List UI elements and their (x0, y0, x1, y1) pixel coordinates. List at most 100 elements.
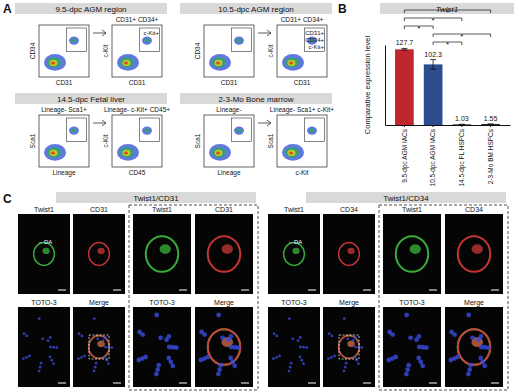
nucleus (39, 366, 42, 369)
scale-bar (308, 290, 316, 291)
nucleus (218, 363, 223, 368)
nucleus (343, 370, 346, 373)
data-label: 102.3 (424, 51, 442, 58)
nucleus (107, 362, 110, 365)
x-axis-label: Lineage (217, 169, 241, 177)
x-tick: 10.5-dpc AGM IACs (429, 125, 437, 186)
density-blob (50, 150, 58, 156)
micrograph (133, 214, 191, 294)
density-blob (117, 144, 139, 161)
figure: ABC9.5-dpc AGM regionCD34CD31CD31+ CD34+… (0, 0, 520, 391)
gate-arrow (93, 120, 106, 126)
vessel (89, 336, 110, 359)
channel-label: Merge (339, 299, 359, 307)
gate-label: c-Kit+ (308, 44, 324, 50)
micrograph (383, 214, 441, 294)
nucleus (50, 359, 53, 362)
bars (395, 48, 500, 125)
vessel (146, 236, 178, 272)
plot-title: Lineage- c-Kit+ CD45+ (104, 106, 170, 114)
flow-plot: CD31+ CD34+c-KitCD31c-Kit+ (102, 16, 162, 86)
group-title: 10.5-dpc AGM region (218, 5, 294, 14)
scale-bar (363, 383, 371, 384)
significance-label: * (446, 8, 449, 17)
bar (481, 124, 500, 125)
vessel (458, 329, 490, 365)
density-blob (216, 61, 220, 64)
nucleus (360, 346, 363, 349)
density-blob (123, 60, 131, 66)
channel-label: Merge (89, 299, 109, 307)
density-blob (124, 61, 128, 64)
nucleus (289, 366, 292, 369)
density-blob (51, 151, 55, 154)
channel-label: TOTO-3 (149, 299, 175, 306)
density-blob (72, 39, 77, 43)
group-title: 9.5-dpc AGM region (55, 5, 126, 14)
error-bar (401, 48, 407, 50)
scale-bar (363, 290, 371, 291)
flow-group: 9.5-dpc AGM regionCD34CD31CD31+ CD34+c-K… (15, 3, 167, 86)
plot-title: CD31+ CD34+ (281, 16, 324, 23)
scale-bar (429, 383, 437, 384)
plot-title: Lineage- (216, 106, 241, 114)
nucleus (40, 362, 43, 365)
nucleus (77, 357, 80, 360)
nucleus (83, 354, 86, 357)
gate (305, 118, 325, 141)
nucleus (167, 334, 172, 339)
micrograph (195, 307, 253, 387)
vessel (284, 243, 305, 266)
flow-plot: CD34CD31 (194, 25, 271, 86)
cell-cluster (347, 248, 354, 254)
scale-bar (491, 290, 499, 291)
micrograph (18, 214, 70, 294)
nucleus (404, 313, 409, 318)
nucleus (327, 357, 330, 360)
vessel (208, 236, 240, 272)
x-axis-label: c-Kit (296, 169, 309, 176)
y-axis-label: Sca1 (267, 133, 274, 148)
x-tick: 9.5-dpc AGM IACs (401, 125, 409, 183)
channel-label: Twist1 (34, 206, 54, 213)
panel-label: A (3, 2, 12, 16)
density-blob (288, 60, 296, 66)
channel-label: TOTO-3 (31, 299, 57, 306)
nucleus (275, 356, 278, 359)
nucleus (107, 346, 110, 349)
scale-bar (179, 383, 187, 384)
nucleus (198, 358, 203, 363)
nucleus (300, 359, 303, 362)
x-tick-label: 10.5-dpc AGM IACs (429, 128, 437, 186)
vessel (339, 336, 360, 359)
density-blob (282, 144, 304, 161)
micrograph (133, 307, 191, 387)
flow-plot: CD31+ CD34+c-KitCD31CD31+CD34+c-Kit+ (267, 16, 327, 86)
nucleus (104, 355, 107, 358)
annotation: ←DA (288, 239, 302, 245)
error-bar (430, 60, 436, 69)
nucleus (305, 346, 308, 349)
group-header (180, 3, 332, 14)
micrograph (73, 214, 125, 294)
nucleus (104, 336, 107, 339)
gate-arrow (258, 30, 271, 36)
nucleus (93, 370, 96, 373)
flow-plot: Lineage- Sca1+ c-Kit+Sca1c-Kit (267, 106, 334, 176)
nucleus (156, 363, 161, 368)
density-blob (234, 36, 244, 44)
nucleus (352, 339, 355, 342)
channel-label: Merge (464, 299, 484, 307)
group-title: Twist1/CD34 (383, 194, 429, 203)
plot-frame (204, 115, 254, 167)
nucleus (94, 366, 97, 369)
density-blob (145, 39, 150, 43)
micrograph (73, 307, 125, 387)
channel-label: Twist1 (402, 206, 422, 213)
nucleus (110, 346, 113, 349)
nucleus (387, 330, 392, 335)
nucleus (232, 363, 237, 368)
significance-label: * (460, 32, 463, 41)
gate (305, 28, 325, 51)
group-title: 2-3-Mo Bone marrow (218, 95, 293, 104)
